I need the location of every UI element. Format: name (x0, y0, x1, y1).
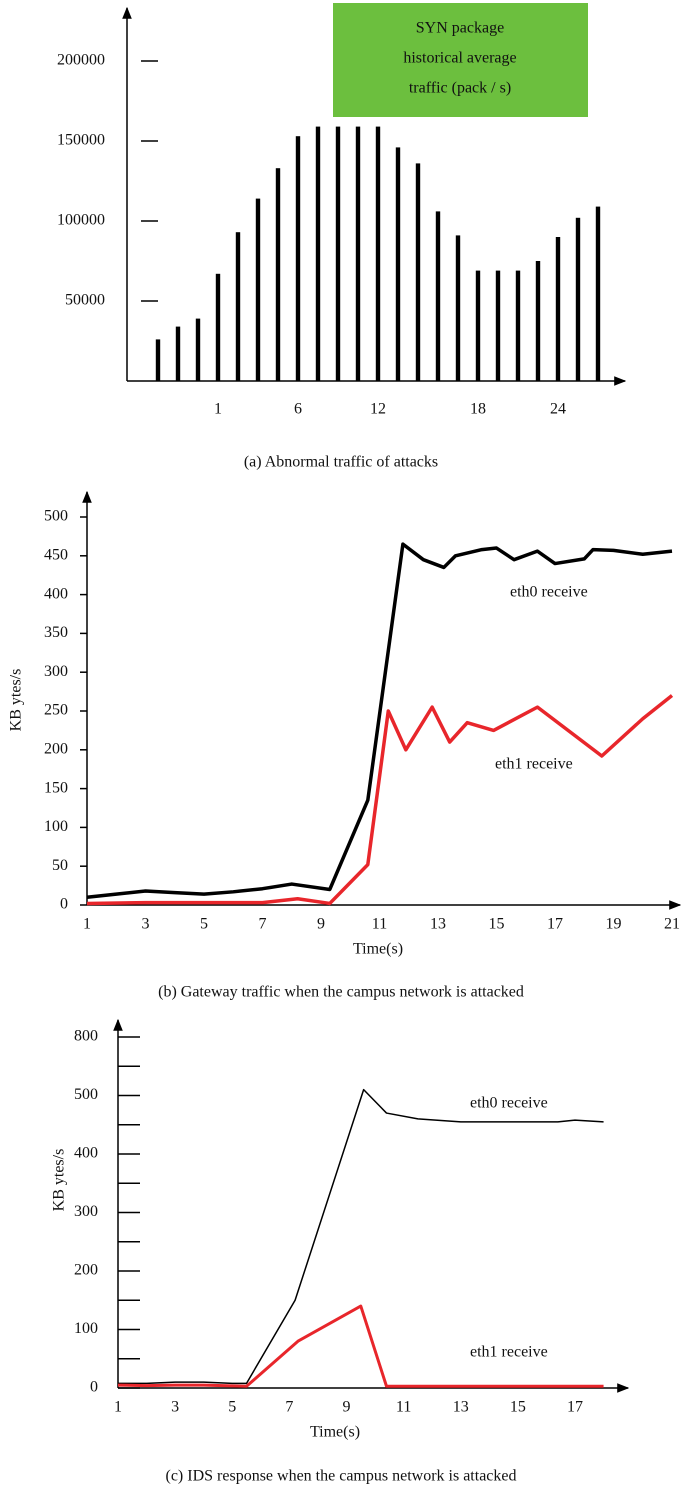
bar (235, 232, 241, 381)
x-tick-label: 19 (606, 916, 622, 933)
bar (555, 237, 561, 381)
y-tick-label: 150000 (57, 132, 105, 149)
x-tick-label: 15 (489, 916, 505, 933)
bar (335, 126, 341, 381)
x-tick-label: 17 (567, 1399, 583, 1416)
bar (435, 211, 441, 381)
caption: (a) Abnormal traffic of attacks (244, 454, 438, 471)
x-tick-label: 6 (294, 401, 302, 418)
y-tick-label: 0 (90, 1379, 98, 1396)
annotation: traffic (pack / s) (409, 80, 511, 97)
x-tick-label: 9 (317, 916, 325, 933)
annotation: SYN package (416, 20, 504, 37)
bar (535, 261, 541, 381)
y-tick-label: 200 (74, 1262, 98, 1279)
x-tick-label: 1 (114, 1399, 122, 1416)
caption: (c) IDS response when the campus network… (166, 1468, 517, 1485)
y-tick-label: 150 (44, 779, 68, 796)
y-tick-label: 400 (44, 585, 68, 602)
bar (175, 326, 181, 381)
x-tick-label: 18 (470, 401, 486, 418)
line (86, 694, 674, 906)
bar (575, 217, 581, 381)
x-tick-label: 5 (200, 916, 208, 933)
x-tick-label: 9 (343, 1399, 351, 1416)
x-tick-label: 17 (547, 916, 563, 933)
bar (495, 270, 501, 381)
y-tick-label: 350 (44, 624, 68, 641)
x-tick-label: 24 (550, 401, 566, 418)
y-tick-label: 300 (74, 1203, 98, 1220)
bar (515, 270, 521, 381)
series-label: eth1 receive (470, 1344, 548, 1361)
x-tick-label: 15 (510, 1399, 526, 1416)
y-tick-label: 100000 (57, 212, 105, 229)
y-tick-label: 450 (44, 546, 68, 563)
bar (315, 126, 321, 381)
y-tick-label: 200 (44, 740, 68, 757)
x-tick-label: 13 (430, 916, 446, 933)
y-tick-label: 300 (44, 663, 68, 680)
annotation: historical average (403, 50, 516, 67)
x-axis-title: Time(s) (353, 941, 403, 958)
series-label: eth0 receive (470, 1095, 548, 1112)
y-tick-label: 500 (74, 1086, 98, 1103)
y-tick-label: 50 (52, 857, 68, 874)
y-axis-title: KB ytes/s (51, 1149, 68, 1212)
annotation-box (333, 3, 588, 117)
bar (295, 136, 301, 381)
x-tick-label: 7 (285, 1399, 293, 1416)
bar (455, 235, 461, 381)
y-axis-title: KB ytes/s (8, 669, 25, 732)
bar (215, 273, 221, 381)
bar (195, 318, 201, 381)
y-tick-label: 400 (74, 1145, 98, 1162)
bar (355, 126, 361, 381)
x-tick-label: 3 (142, 916, 150, 933)
bar (275, 168, 281, 381)
x-tick-label: 3 (171, 1399, 179, 1416)
x-tick-label: 5 (228, 1399, 236, 1416)
bar (595, 206, 601, 381)
line (117, 1304, 604, 1388)
x-tick-label: 11 (372, 916, 387, 933)
series-label: eth0 receive (510, 584, 588, 601)
x-tick-label: 1 (214, 401, 222, 418)
y-tick-label: 100 (74, 1320, 98, 1337)
bar (395, 147, 401, 381)
x-tick-label: 12 (370, 401, 386, 418)
x-tick-label: 7 (259, 916, 267, 933)
bar (375, 126, 381, 381)
y-tick-label: 100 (44, 818, 68, 835)
bar (475, 270, 481, 381)
caption: (b) Gateway traffic when the campus netw… (158, 984, 524, 1001)
y-tick-label: 250 (44, 702, 68, 719)
x-tick-label: 21 (664, 916, 680, 933)
line (86, 542, 673, 899)
bar (255, 198, 261, 381)
bar (415, 163, 421, 381)
y-tick-label: 800 (74, 1028, 98, 1045)
y-tick-label: 50000 (65, 292, 105, 309)
x-axis-title: Time(s) (310, 1424, 360, 1441)
y-tick-label: 0 (60, 896, 68, 913)
x-tick-label: 11 (396, 1399, 411, 1416)
x-tick-label: 1 (83, 916, 91, 933)
series-label: eth1 receive (495, 756, 573, 773)
y-tick-label: 500 (44, 508, 68, 525)
y-tick-label: 200000 (57, 52, 105, 69)
bar (155, 339, 161, 381)
x-tick-label: 13 (453, 1399, 469, 1416)
line (118, 1088, 604, 1385)
